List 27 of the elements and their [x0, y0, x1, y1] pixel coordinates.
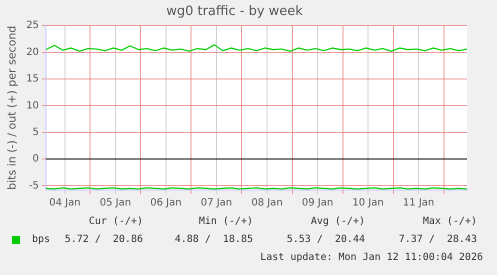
y-tick-label: 25 — [26, 20, 39, 32]
text: Last update: Mon Jan 12 11:00:04 2026 — [260, 252, 483, 263]
y-tick-label: 10 — [26, 100, 39, 112]
y-axis-title: bits in (-) / out (+) per second — [5, 26, 18, 190]
x-tick-label: 04 Jan — [49, 198, 81, 209]
y-tick-label: 15 — [26, 74, 39, 85]
chart-title: wg0 traffic - by week — [166, 4, 304, 20]
text: Min (-/+) — [198, 216, 253, 227]
x-tick-label: 05 Jan — [100, 198, 132, 209]
text: Avg (-/+) — [310, 216, 365, 227]
y-tick-label: 20 — [26, 46, 39, 58]
y-tick-label: 0 — [32, 154, 39, 165]
text: Cur (-/+) — [88, 216, 143, 227]
text: 4.88 / 18.85 — [174, 234, 253, 245]
x-tick-label: 11 Jan — [402, 198, 434, 209]
text: Max (-/+) — [422, 216, 477, 227]
text: 5.53 / 20.44 — [286, 234, 365, 245]
x-tick-label: 08 Jan — [251, 198, 283, 209]
x-tick-label: 06 Jan — [150, 198, 182, 209]
x-tick-label: 07 Jan — [200, 198, 232, 209]
text: 5.72 / 20.86 — [64, 234, 143, 245]
y-tick-label: -5 — [28, 180, 39, 192]
x-tick-label: 09 Jan — [302, 198, 334, 209]
legend-label: bps — [32, 234, 50, 245]
y-tick-label: 5 — [32, 126, 39, 138]
text: 7.37 / 28.43 — [398, 234, 477, 245]
x-tick-label: 10 Jan — [352, 198, 384, 209]
